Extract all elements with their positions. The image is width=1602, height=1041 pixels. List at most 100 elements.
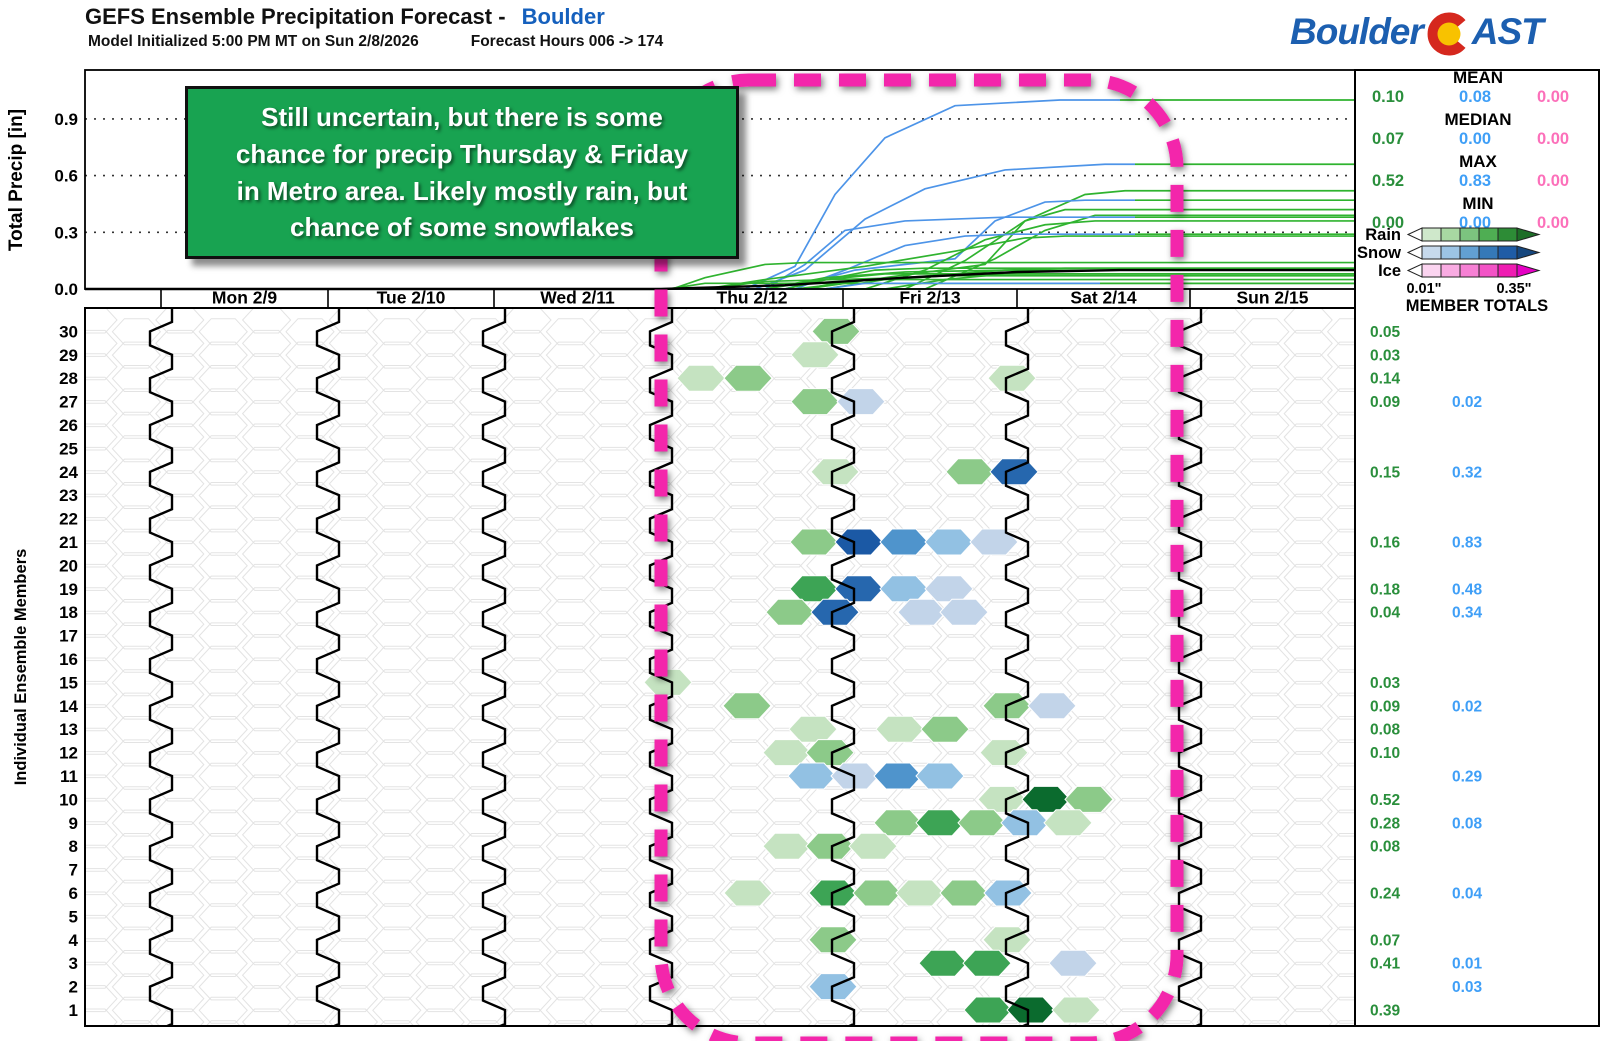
member-number-label: 7 — [69, 861, 78, 880]
hex-cell — [969, 528, 1019, 556]
hex-cell — [989, 458, 1039, 486]
member-total-rain: 0.08 — [1370, 722, 1401, 739]
member-total-snow: 0.03 — [1452, 979, 1483, 996]
day-label: Wed 2/11 — [540, 288, 615, 308]
member-total-rain: 0.09 — [1370, 698, 1401, 715]
member-total-rain: 0.10 — [1370, 745, 1400, 762]
stat-median-snow: 0.00 — [1458, 130, 1492, 148]
scale-min-label: 0.01" — [1406, 281, 1442, 297]
hex-cell — [873, 809, 923, 837]
hex-cell — [834, 528, 884, 556]
day-label: Sat 2/14 — [1070, 288, 1136, 308]
member-total-rain: 0.15 — [1370, 464, 1401, 481]
colorado-c-center — [1437, 22, 1461, 46]
hex-cell — [852, 879, 902, 907]
member-total-rain: 0.16 — [1370, 535, 1401, 552]
ytick-label: 0.0 — [54, 280, 78, 299]
hex-cell — [875, 715, 925, 743]
member-total-rain: 0.04 — [1370, 605, 1401, 622]
hex-cell — [945, 458, 995, 486]
member-total-snow: 0.02 — [1452, 394, 1482, 411]
colorado-c-icon — [1427, 12, 1466, 56]
member-number-label: 21 — [59, 533, 78, 552]
stat-mean-ice: 0.00 — [1536, 88, 1570, 106]
stat-max-rain: 0.52 — [1371, 172, 1405, 190]
logo-text-ast: AST — [1471, 11, 1544, 52]
member-number-label: 25 — [59, 439, 78, 458]
bouldercast-logo: Boulder AST — [1290, 8, 1544, 56]
member-number-label: 28 — [59, 369, 78, 388]
hex-cell — [676, 364, 726, 392]
member-total-rain: 0.28 — [1370, 815, 1401, 832]
member-number-label: 14 — [59, 697, 78, 716]
member-number-label: 29 — [59, 346, 78, 365]
top-ylabel: Total Precip [in] — [6, 109, 27, 251]
member-number-label: 3 — [69, 954, 78, 973]
member-total-rain: 0.41 — [1370, 956, 1401, 973]
hex-cell — [918, 949, 968, 977]
hex-cell — [879, 528, 929, 556]
legend-label-snow: Snow — [1357, 244, 1401, 262]
member-number-label: 8 — [69, 837, 78, 856]
member-total-rain: 0.07 — [1370, 932, 1400, 949]
stat-min-ice: 0.00 — [1536, 214, 1570, 232]
hex-cell — [723, 879, 773, 907]
member-total-snow: 0.48 — [1452, 581, 1483, 598]
rain-scale-arrow-icon — [1406, 226, 1542, 248]
hex-cell — [979, 739, 1029, 767]
member-total-snow: 0.02 — [1452, 698, 1482, 715]
hex-cell — [915, 809, 965, 837]
stat-header-median: MEDIAN — [1444, 110, 1512, 129]
hex-cell — [939, 879, 989, 907]
stat-header-mean: MEAN — [1452, 68, 1504, 87]
day-label: Fri 2/13 — [899, 288, 961, 308]
highlight-period-box — [654, 73, 1184, 1041]
stat-header-max: MAX — [1459, 152, 1497, 171]
forecast-annotation-box: Still uncertain, but there is some chanc… — [185, 86, 739, 259]
title-text: GEFS Ensemble Precipitation Forecast - — [85, 4, 512, 29]
hex-cell — [722, 692, 772, 720]
member-number-label: 16 — [59, 650, 78, 669]
member-total-rain: 0.05 — [1370, 324, 1401, 341]
member-number-label: 23 — [59, 486, 78, 505]
member-total-snow: 0.34 — [1452, 605, 1483, 622]
subtitle-init: Model Initialized 5:00 PM MT on Sun 2/8/… — [88, 33, 419, 50]
member-total-rain: 0.03 — [1370, 347, 1401, 364]
hex-cell — [762, 832, 812, 860]
stat-median-rain: 0.07 — [1371, 130, 1405, 148]
member-total-snow: 0.29 — [1452, 769, 1483, 786]
stats-panel-frame — [1354, 69, 1600, 1027]
hex-cell — [1043, 809, 1093, 837]
member-hex-layer — [643, 317, 1114, 1024]
stat-mean-snow: 0.08 — [1458, 88, 1492, 106]
member-number-label: 2 — [69, 978, 78, 997]
member-number-label: 12 — [59, 744, 78, 763]
day-boundary-zigzags — [148, 308, 1203, 1026]
hex-cell — [915, 762, 965, 790]
hex-cell — [977, 785, 1027, 813]
member-total-rain: 0.18 — [1370, 581, 1401, 598]
member-number-label: 19 — [59, 580, 78, 599]
member-number-label: 24 — [59, 463, 78, 482]
member-total-snow: 0.04 — [1452, 886, 1483, 903]
member-total-snow: 0.01 — [1452, 956, 1483, 973]
day-label: Mon 2/9 — [212, 288, 277, 308]
stat-header-min: MIN — [1462, 194, 1494, 213]
snow-scale-gradient — [1406, 245, 1541, 260]
day-label: Tue 2/10 — [377, 288, 446, 308]
member-number-label: 4 — [69, 931, 79, 950]
member-total-rain: 0.09 — [1370, 394, 1401, 411]
member-number-label: 5 — [69, 907, 78, 926]
hexbin-background — [85, 308, 1355, 1026]
ice-scale-arrow-icon — [1406, 262, 1542, 284]
member-total-rain: 0.03 — [1370, 675, 1401, 692]
member-total-rain: 0.39 — [1370, 1003, 1401, 1020]
member-total-snow: 0.83 — [1452, 535, 1483, 552]
hex-cell — [924, 575, 974, 603]
hex-cell — [1048, 949, 1098, 977]
hex-cell — [924, 528, 974, 556]
member-total-rain: 0.08 — [1370, 839, 1401, 856]
member-number-label: 11 — [60, 767, 78, 786]
